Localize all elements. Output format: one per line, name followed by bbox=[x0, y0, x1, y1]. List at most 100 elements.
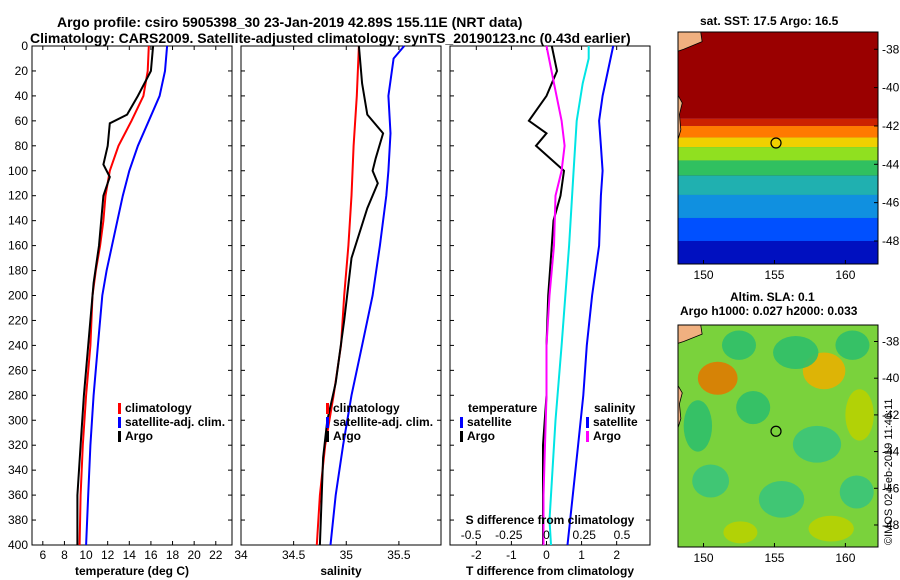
lon-tick-label: 150 bbox=[694, 551, 714, 565]
sst-band bbox=[678, 160, 878, 176]
x-tick-label: 34.5 bbox=[282, 548, 306, 562]
sla-map bbox=[677, 324, 879, 548]
series-line-satellite-adj-clim- bbox=[85, 45, 169, 546]
x-tick-label: 14 bbox=[123, 548, 137, 562]
x-tick-label: 1 bbox=[578, 548, 585, 562]
depth-tick-label: 160 bbox=[8, 239, 28, 253]
depth-tick-label: 240 bbox=[8, 338, 28, 352]
depth-tick-label: 320 bbox=[8, 438, 28, 452]
tasmania-coast bbox=[678, 94, 683, 141]
sla-blob bbox=[773, 336, 819, 370]
legend-swatch bbox=[326, 431, 329, 442]
legend-label: Argo bbox=[333, 429, 361, 443]
sla-map-title-2: Argo h1000: 0.027 h2000: 0.033 bbox=[680, 304, 858, 318]
sst-band bbox=[678, 217, 878, 241]
lat-tick-label: -44 bbox=[882, 157, 900, 171]
header-line-1: Argo profile: csiro 5905398_30 23-Jan-20… bbox=[57, 14, 523, 30]
depth-tick-label: 180 bbox=[8, 264, 28, 278]
sst-map-frame bbox=[677, 31, 879, 265]
legend-swatch bbox=[326, 403, 329, 414]
lat-tick-label: -38 bbox=[882, 335, 900, 349]
depth-tick-label: 360 bbox=[8, 488, 28, 502]
sla-blob bbox=[683, 400, 713, 452]
x-tick-label: 18 bbox=[166, 548, 180, 562]
depth-tick-label: 100 bbox=[8, 164, 28, 178]
legend-label: climatology bbox=[333, 401, 400, 415]
depth-tick-label: 340 bbox=[8, 463, 28, 477]
x-tick-label: 0 bbox=[543, 548, 550, 562]
series-line-climatology bbox=[78, 45, 150, 546]
argo-location-marker bbox=[770, 425, 782, 437]
sst-band bbox=[678, 175, 878, 195]
sst-band bbox=[678, 240, 878, 264]
legend-swatch bbox=[118, 417, 121, 428]
series-line-argo bbox=[76, 45, 155, 545]
x2-tick-label: -0.25 bbox=[495, 528, 523, 542]
x-tick-label: 35 bbox=[340, 548, 354, 562]
x2-tick-label: 0.25 bbox=[573, 528, 597, 542]
mainland-coast bbox=[678, 32, 703, 52]
depth-tick-label: 380 bbox=[8, 513, 28, 527]
sst-band bbox=[678, 32, 878, 119]
lat-tick-label: -44 bbox=[882, 445, 900, 459]
series-line-satellite-adj-clim- bbox=[329, 45, 405, 546]
legend-label: climatology bbox=[125, 401, 192, 415]
x-axis-label: salinity bbox=[320, 564, 362, 578]
legend-swatch bbox=[460, 431, 463, 442]
x-tick-label: 2 bbox=[613, 548, 620, 562]
sst-band bbox=[678, 125, 878, 138]
sla-blob bbox=[845, 389, 874, 441]
x-tick-label: 10 bbox=[79, 548, 93, 562]
lat-tick-label: -48 bbox=[882, 518, 900, 532]
legend-swatch bbox=[460, 417, 463, 428]
argo-location-marker bbox=[770, 137, 782, 149]
legend-swatch bbox=[586, 417, 589, 428]
legend-label: Argo bbox=[593, 429, 621, 443]
depth-tick-label: 40 bbox=[15, 89, 29, 103]
x-tick-label: 22 bbox=[209, 548, 223, 562]
sla-blob bbox=[697, 361, 738, 395]
lat-tick-label: -48 bbox=[882, 234, 900, 248]
lon-tick-label: 155 bbox=[764, 268, 784, 282]
x-tick-label: -2 bbox=[471, 548, 482, 562]
legend-swatch bbox=[118, 431, 121, 442]
depth-tick-label: 300 bbox=[8, 413, 28, 427]
sst-band bbox=[678, 194, 878, 218]
x2-tick-label: 0.5 bbox=[614, 528, 631, 542]
mainland-coast bbox=[678, 325, 703, 344]
legend-label: Argo bbox=[467, 429, 495, 443]
tasmania-coast bbox=[678, 385, 683, 430]
x-tick-label: 6 bbox=[39, 548, 46, 562]
sla-blob bbox=[835, 330, 870, 360]
sla-blob bbox=[692, 464, 730, 498]
x-tick-label: 8 bbox=[61, 548, 68, 562]
sla-map-frame bbox=[677, 324, 879, 548]
legend-label: satellite-adj. clim. bbox=[333, 415, 433, 429]
depth-tick-label: 200 bbox=[8, 289, 28, 303]
series-line-s-argo bbox=[542, 45, 566, 545]
sla-blob bbox=[736, 391, 771, 425]
lon-tick-label: 150 bbox=[694, 268, 714, 282]
legend-label: satellite bbox=[593, 415, 638, 429]
lat-tick-label: -46 bbox=[882, 481, 900, 495]
depth-tick-label: 260 bbox=[8, 363, 28, 377]
sst-map-title: sat. SST: 17.5 Argo: 16.5 bbox=[700, 14, 839, 28]
sla-blob bbox=[721, 330, 757, 360]
sst-band bbox=[678, 147, 878, 161]
depth-tick-label: 120 bbox=[8, 189, 28, 203]
sla-blob bbox=[808, 515, 854, 542]
sst-band bbox=[678, 137, 878, 148]
plot-frame-1 bbox=[31, 45, 233, 546]
header-line-2: Climatology: CARS2009. Satellite-adjuste… bbox=[30, 30, 631, 46]
depth-tick-label: 60 bbox=[15, 114, 29, 128]
legend-swatch bbox=[326, 417, 329, 428]
legend-label: satellite bbox=[467, 415, 512, 429]
sst-band bbox=[678, 118, 878, 126]
depth-tick-label: 0 bbox=[21, 39, 28, 53]
series-line-argo bbox=[318, 45, 385, 546]
lon-tick-label: 155 bbox=[764, 551, 784, 565]
depth-tick-label: 400 bbox=[8, 538, 28, 552]
legend-label: satellite-adj. clim. bbox=[125, 415, 225, 429]
x2-tick-label: 0 bbox=[543, 528, 550, 542]
series-line-t-satellite bbox=[566, 45, 615, 546]
